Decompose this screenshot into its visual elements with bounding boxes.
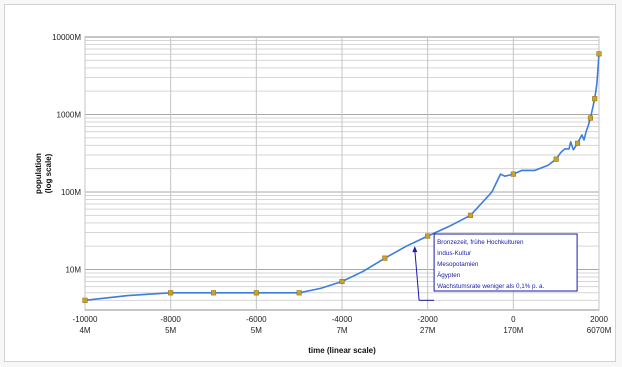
x-tick-sublabel: 7M: [336, 326, 347, 335]
x-tick-sublabel: 170M: [503, 326, 523, 335]
data-point-marker: [339, 278, 345, 285]
y-axis-title: population(log scale): [34, 153, 53, 194]
y-tick-label: 1000M: [57, 110, 82, 119]
population-chart: 10M 100M 1000M 10000M -10000 4M -8000 5M -6000 5M…: [34, 33, 612, 355]
data-point-marker: [596, 51, 602, 57]
data-point-marker: [553, 156, 559, 162]
x-tick-sublabel: 6070M: [587, 326, 612, 335]
chart-frame: 10M 100M 1000M 10000M -10000 4M -8000 5M -6000 5M…: [4, 4, 616, 362]
data-point-marker: [253, 290, 259, 296]
annotation-arrowhead: [412, 246, 418, 253]
data-point-marker: [575, 140, 581, 146]
annotation-pointer: [414, 250, 420, 301]
x-tick-sublabel: 4M: [79, 326, 90, 335]
data-point-marker: [382, 255, 388, 261]
annotation-text: Mesopotamien: [437, 261, 479, 268]
x-tick-label: -2000: [417, 315, 438, 324]
data-point-marker: [296, 290, 302, 296]
annotation-text: Ägypten: [437, 271, 461, 279]
x-tick-label: -4000: [332, 315, 353, 324]
annotation-box: [433, 233, 578, 292]
data-point-marker: [168, 290, 174, 296]
x-tick-label: -6000: [246, 315, 267, 324]
data-point-marker: [425, 233, 431, 239]
y-tick-label: 10M: [65, 265, 81, 274]
x-tick-sublabel: 5M: [251, 326, 262, 335]
data-point-marker: [592, 96, 598, 102]
x-tick-label: -8000: [160, 315, 181, 324]
data-point-marker: [82, 297, 88, 303]
data-point-marker: [510, 171, 516, 177]
x-tick-label: 0: [511, 315, 516, 324]
annotation-text: Wachstumsrate weniger als 0,1% p. a.: [437, 283, 544, 290]
annotation-text: Bronzezeit, frühe Hochkulturen: [437, 239, 524, 246]
y-tick-label: 10000M: [52, 33, 81, 42]
y-tick-label: 100M: [61, 188, 81, 197]
population-line: [84, 53, 600, 302]
data-point-marker: [210, 290, 217, 296]
x-tick-sublabel: 27M: [420, 326, 436, 335]
x-tick-label: 2000: [590, 315, 608, 324]
data-point-marker: [587, 115, 593, 121]
x-axis-title: time (linear scale): [308, 346, 376, 355]
x-tick-label: -10000: [73, 315, 98, 324]
annotation-text: Indus-Kultur: [437, 250, 471, 257]
x-tick-sublabel: 5M: [165, 326, 176, 335]
data-point-marker: [467, 212, 474, 218]
